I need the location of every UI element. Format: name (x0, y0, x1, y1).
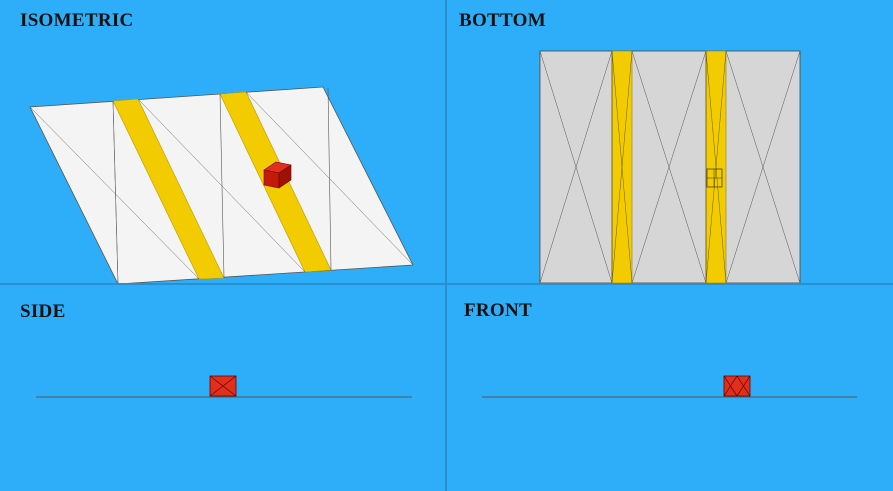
bottom-scene (539, 50, 801, 283)
front-viewport[interactable]: FRONT (447, 285, 893, 491)
front-label: FRONT (464, 300, 532, 321)
side-viewport[interactable]: SIDE (0, 285, 445, 491)
vertical-divider[interactable] (445, 0, 447, 491)
front-cube[interactable] (723, 375, 751, 397)
side-scene (36, 375, 412, 398)
bottom-viewport[interactable]: BOTTOM (447, 0, 893, 283)
isometric-viewport[interactable]: ISOMETRIC (0, 0, 445, 283)
side-label: SIDE (20, 301, 66, 322)
horizontal-divider[interactable] (0, 283, 893, 285)
iso-cube[interactable] (263, 161, 292, 189)
bottom-plate (539, 50, 801, 283)
iso-plate (29, 86, 414, 283)
isometric-label: ISOMETRIC (20, 10, 134, 31)
bottom-label: BOTTOM (459, 10, 546, 31)
front-scene (482, 375, 857, 398)
isometric-scene (29, 86, 414, 283)
side-cube[interactable] (209, 375, 237, 397)
